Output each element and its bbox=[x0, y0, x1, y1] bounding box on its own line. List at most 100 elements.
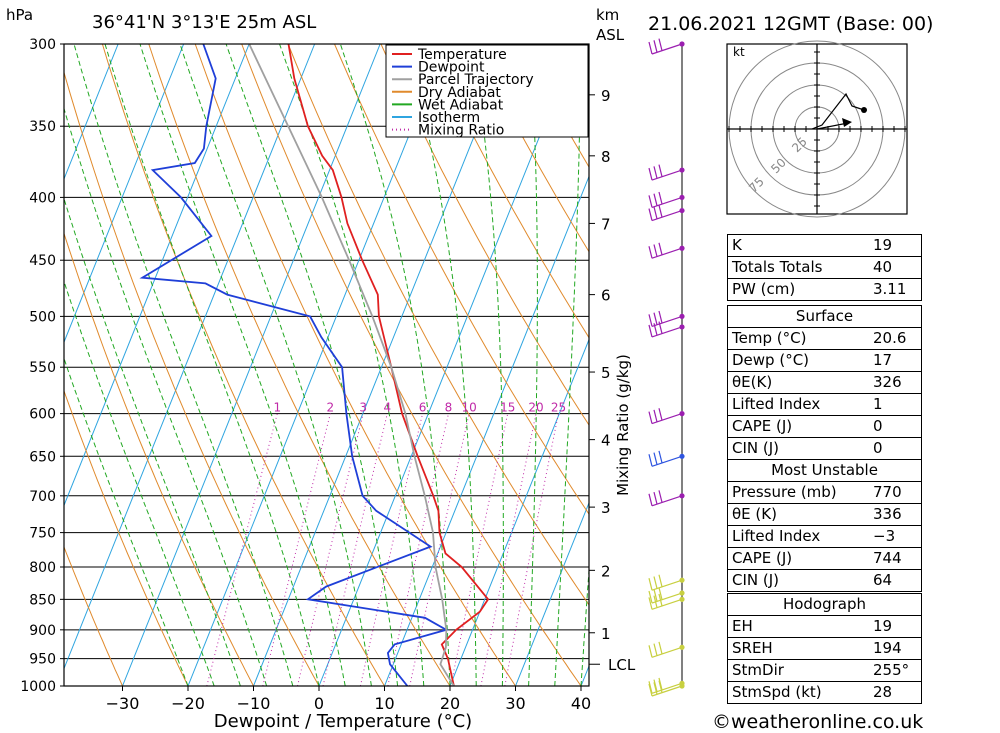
index-label: CIN (J) bbox=[727, 437, 869, 460]
wet-adiabat bbox=[470, 44, 504, 686]
index-label: PW (cm) bbox=[727, 278, 869, 301]
legend-label: Wet Adiabat bbox=[418, 97, 504, 113]
index-label: StmSpd (kt) bbox=[727, 681, 869, 704]
dry-adiabat bbox=[473, 44, 589, 253]
storm-motion-arrow bbox=[816, 122, 849, 130]
wind-barb-feather bbox=[658, 574, 663, 587]
legend-label: Dry Adiabat bbox=[418, 85, 501, 101]
wind-barb-feather bbox=[658, 408, 663, 421]
wind-barb-feather bbox=[658, 450, 663, 464]
wind-barb-feather bbox=[653, 40, 658, 53]
mixing-ratio-label: 25 bbox=[551, 401, 566, 415]
most-unstable-table: Most Unstable Pressure (mb) 770 θE (K) 336 Li… bbox=[727, 459, 922, 592]
wind-barb-feather bbox=[648, 246, 653, 259]
index-label: StmDir bbox=[727, 659, 869, 682]
wind-barb-feather bbox=[658, 205, 663, 218]
wind-barb bbox=[648, 408, 683, 425]
wind-barb-feather bbox=[648, 578, 653, 591]
isotherm bbox=[64, 44, 119, 181]
wet-adiabat bbox=[528, 44, 538, 686]
pressure-tick-label: 950 bbox=[29, 652, 56, 668]
wind-barb-feather bbox=[653, 166, 658, 179]
legend-label: Temperature bbox=[417, 47, 507, 63]
dry-adiabat bbox=[938, 44, 1000, 686]
wind-barb bbox=[648, 450, 683, 467]
wind-barb-feather bbox=[648, 167, 653, 181]
isotherm bbox=[64, 44, 316, 670]
mixing-ratio-line bbox=[297, 413, 364, 686]
hodograph-trace bbox=[811, 92, 865, 130]
hodograph-table: Hodograph EH 19 SREH 194 StmDir 255° StmSpd (kt… bbox=[727, 593, 922, 704]
km-tick-label: 8 bbox=[601, 148, 611, 166]
wind-barb-shaft bbox=[651, 579, 683, 591]
pressure-tick-label: 850 bbox=[29, 592, 56, 608]
km-tick-label: 5 bbox=[601, 364, 611, 382]
wind-barb-feather bbox=[653, 589, 658, 602]
sounding-series bbox=[139, 44, 490, 686]
index-value: 336 bbox=[869, 503, 922, 526]
index-value: 0 bbox=[869, 437, 922, 460]
wind-barb-feather bbox=[653, 643, 658, 656]
wind-barb-shaft bbox=[651, 598, 683, 610]
x-tick-label: −20 bbox=[171, 694, 205, 713]
wind-barb-feather bbox=[648, 41, 653, 55]
wind-barb bbox=[648, 321, 683, 338]
wind-barb bbox=[648, 490, 683, 507]
wind-barb-feather bbox=[648, 597, 653, 610]
parcel-trajectory-line bbox=[248, 44, 455, 686]
legend-label: Isotherm bbox=[418, 110, 480, 126]
mixing-ratio-label: 1 bbox=[273, 401, 281, 415]
table-row: K 19 bbox=[727, 234, 922, 257]
wind-barb-shaft bbox=[651, 209, 683, 222]
x-tick-label: 30 bbox=[505, 694, 525, 713]
mixing-ratio-label: 3 bbox=[359, 401, 367, 415]
pressure-tick-label: 750 bbox=[29, 526, 56, 542]
wind-barb-shaft bbox=[651, 592, 683, 604]
table-row: Pressure (mb) 770 bbox=[727, 481, 922, 504]
x-tick-label: 20 bbox=[440, 694, 460, 713]
datetime-title: 21.06.2021 12GMT (Base: 00) bbox=[648, 13, 933, 35]
wind-barb-feather bbox=[653, 323, 658, 336]
wind-barb-feather bbox=[648, 683, 653, 697]
wind-barb-feather bbox=[653, 206, 658, 220]
wind-barb-feather bbox=[648, 493, 653, 506]
x-tick-label: −30 bbox=[106, 694, 140, 713]
wet-adiabat bbox=[580, 563, 589, 686]
wind-barb-feather bbox=[658, 677, 663, 691]
index-label: Pressure (mb) bbox=[727, 481, 869, 504]
wind-barb bbox=[648, 641, 683, 658]
indices-top-table: K 19 Totals Totals 40 PW (cm) 3.11 bbox=[727, 234, 922, 301]
wind-barb-shaft bbox=[651, 43, 683, 55]
wind-barb-shaft bbox=[651, 413, 683, 425]
wet-adiabat bbox=[279, 44, 425, 686]
wind-barb-shaft bbox=[651, 682, 683, 694]
wind-barb-shaft bbox=[651, 646, 683, 658]
index-value: −3 bbox=[869, 525, 922, 548]
legend-label: Mixing Ratio bbox=[418, 123, 504, 139]
wind-barb bbox=[648, 38, 683, 55]
wind-barb-shaft bbox=[651, 455, 683, 467]
table-row: EH 19 bbox=[727, 615, 922, 638]
wind-barb-feather bbox=[658, 641, 663, 655]
index-value: 255° bbox=[869, 659, 922, 682]
wind-barb-feather bbox=[653, 595, 658, 608]
mixing-ratio-label: 10 bbox=[461, 401, 476, 415]
index-label: Totals Totals bbox=[727, 256, 869, 279]
wind-barb-feather bbox=[653, 679, 658, 692]
km-tick-label: 6 bbox=[601, 287, 611, 305]
wind-barb-shaft bbox=[651, 685, 683, 697]
dry-adiabat bbox=[985, 44, 1000, 686]
x-tick-label: 10 bbox=[374, 694, 394, 713]
wet-adiabat bbox=[179, 44, 372, 686]
axes: 3003504004505005506006507007508008509009… bbox=[20, 37, 632, 732]
wind-barb-feather bbox=[658, 587, 663, 600]
index-label: θE (K) bbox=[727, 503, 869, 526]
dry-adiabat bbox=[426, 44, 589, 339]
legend-label: Dewpoint bbox=[418, 60, 485, 76]
index-value: 326 bbox=[869, 371, 922, 394]
wind-barb-shaft bbox=[651, 315, 683, 327]
wind-barb bbox=[648, 310, 683, 327]
